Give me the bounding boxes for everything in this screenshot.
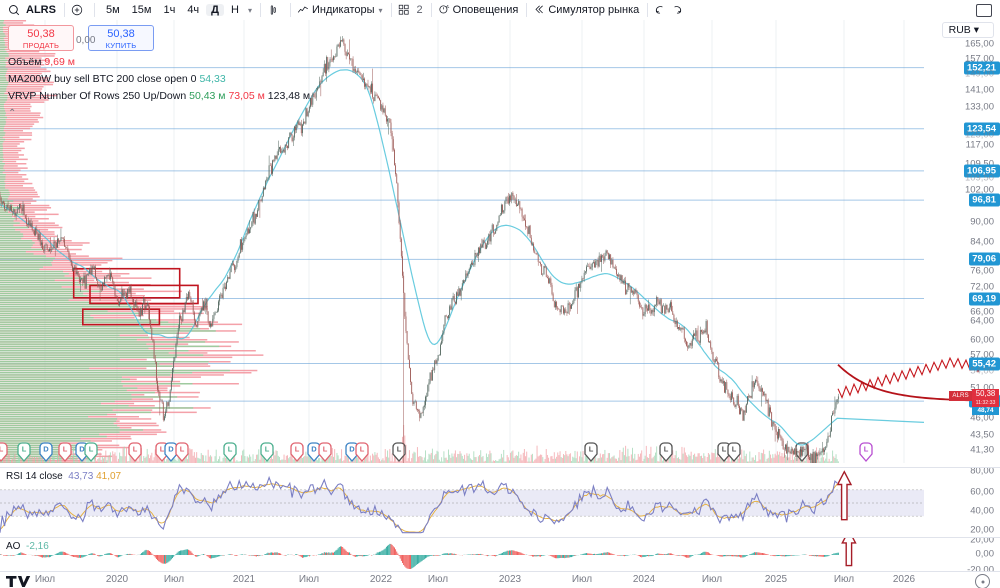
svg-text:L: L	[397, 445, 402, 454]
svg-text:L: L	[160, 445, 165, 454]
svg-text:L: L	[22, 445, 27, 454]
svg-text:D: D	[43, 445, 49, 454]
svg-text:L: L	[732, 445, 737, 454]
svg-text:L: L	[323, 445, 328, 454]
svg-text:L: L	[180, 445, 185, 454]
svg-text:D: D	[168, 445, 174, 454]
svg-text:L: L	[63, 445, 68, 454]
svg-text:L: L	[664, 445, 669, 454]
svg-text:L: L	[295, 445, 300, 454]
svg-text:L: L	[360, 445, 365, 454]
svg-text:L: L	[89, 445, 94, 454]
svg-text:L: L	[722, 445, 727, 454]
svg-text:L: L	[864, 445, 869, 454]
svg-text:L: L	[0, 445, 4, 454]
svg-text:L: L	[265, 445, 270, 454]
svg-text:L: L	[228, 445, 233, 454]
svg-text:L: L	[589, 445, 594, 454]
svg-text:D: D	[349, 445, 355, 454]
svg-text:L: L	[133, 445, 138, 454]
svg-text:D: D	[311, 445, 317, 454]
